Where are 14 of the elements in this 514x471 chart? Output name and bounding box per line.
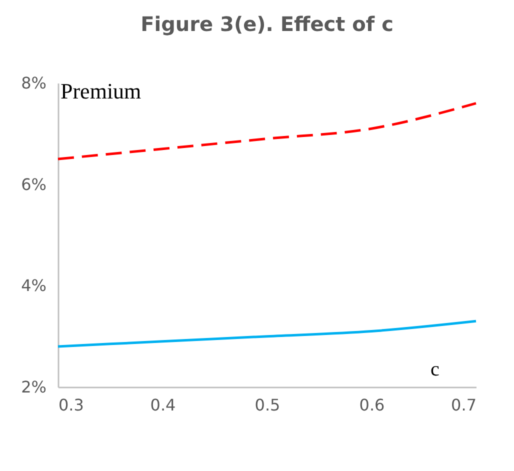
x-axis-title: c [430, 358, 440, 380]
x-tick-label: 0.4 [150, 396, 176, 414]
x-tick-label: 0.5 [254, 396, 280, 414]
y-axis-title: Premium [60, 78, 142, 104]
x-tick-label: 0.7 [451, 396, 476, 414]
y-tick-label: 4% [21, 276, 46, 296]
chart-title: Figure 3(e). Effect of c [140, 12, 394, 36]
line-series [56, 320, 478, 348]
x-tick-label: 0.6 [359, 396, 385, 414]
y-tick-label: 8% [21, 74, 46, 92]
x-tick-label: 0.3 [58, 396, 84, 414]
line-series [56, 102, 478, 160]
y-tick-label: 2% [21, 378, 46, 396]
y-tick-label: 6% [21, 174, 46, 194]
